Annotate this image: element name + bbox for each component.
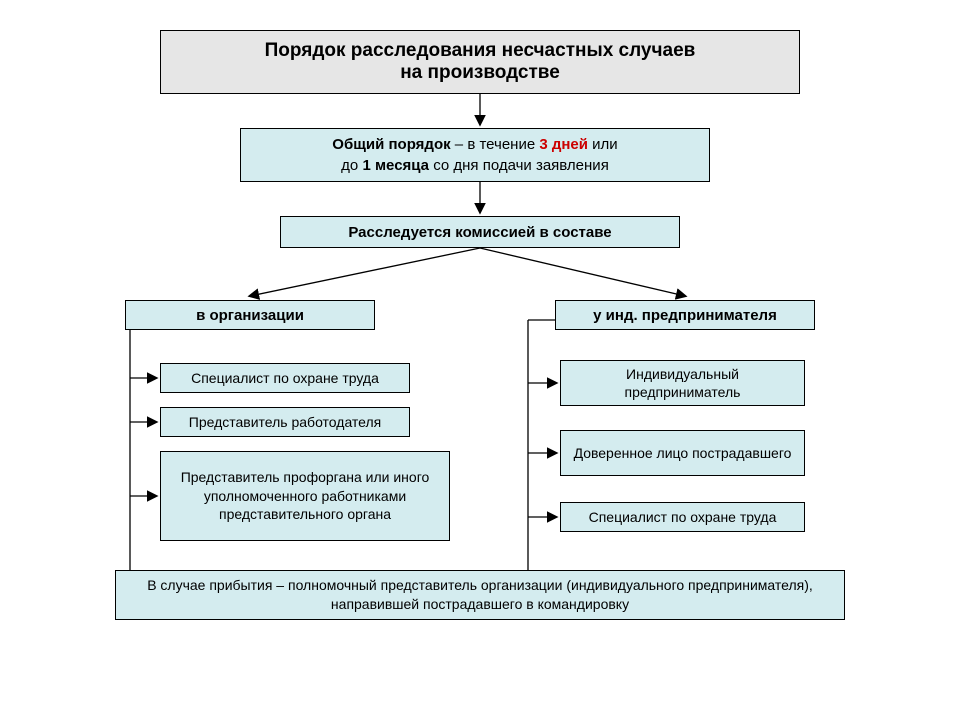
- left-item-1-label: Специалист по охране труда: [191, 370, 379, 386]
- branch-right-box: у инд. предпринимателя: [555, 300, 815, 330]
- right-item-2: Доверенное лицо пострадавшего: [560, 430, 805, 476]
- right-item-1: Индивидуальный предприниматель: [560, 360, 805, 406]
- branch-left-box: в организации: [125, 300, 375, 330]
- general-order-box: Общий порядок – в течение 3 дней или до …: [240, 128, 710, 182]
- title-line1: Порядок расследования несчастных случаев: [265, 40, 696, 62]
- left-item-2-label: Представитель работодателя: [189, 414, 382, 430]
- right-item-1-label: Индивидуальный предприниматель: [569, 365, 796, 401]
- title-line2: на производстве: [400, 62, 560, 84]
- title-box: Порядок расследования несчастных случаев…: [160, 30, 800, 94]
- commission-box: Расследуется комиссией в составе: [280, 216, 680, 248]
- branch-left-label: в организации: [196, 307, 304, 324]
- branch-right-label: у инд. предпринимателя: [593, 307, 777, 324]
- general-order-line2: до 1 месяца со дня подачи заявления: [341, 155, 609, 176]
- right-item-2-label: Доверенное лицо пострадавшего: [574, 444, 792, 462]
- left-item-3: Представитель профоргана или иного уполн…: [160, 451, 450, 541]
- bottom-box: В случае прибытия – полномочный представ…: [115, 570, 845, 620]
- bottom-label: В случае прибытия – полномочный представ…: [124, 576, 836, 614]
- right-item-3-label: Специалист по охране труда: [589, 509, 777, 525]
- left-item-2: Представитель работодателя: [160, 407, 410, 437]
- commission-label: Расследуется комиссией в составе: [348, 224, 611, 241]
- general-order-line1: Общий порядок – в течение 3 дней или: [332, 134, 617, 155]
- right-item-3: Специалист по охране труда: [560, 502, 805, 532]
- left-item-3-label: Представитель профоргана или иного уполн…: [169, 468, 441, 525]
- left-item-1: Специалист по охране труда: [160, 363, 410, 393]
